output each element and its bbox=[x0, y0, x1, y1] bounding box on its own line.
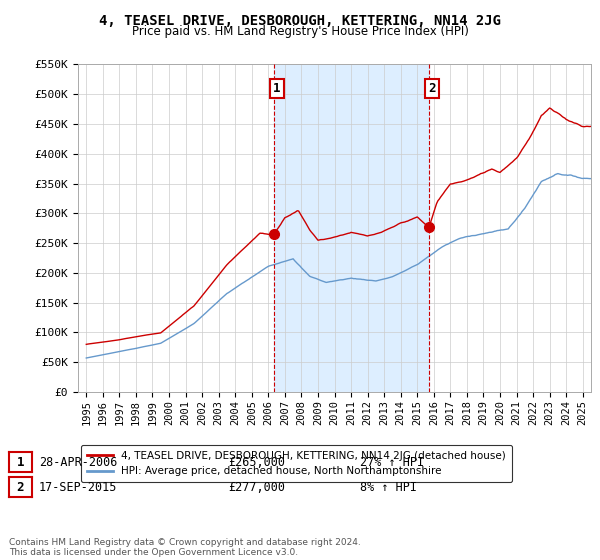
Text: 17-SEP-2015: 17-SEP-2015 bbox=[39, 480, 118, 494]
Text: 2: 2 bbox=[428, 82, 436, 95]
Text: 1: 1 bbox=[17, 455, 24, 469]
Text: Contains HM Land Registry data © Crown copyright and database right 2024.
This d: Contains HM Land Registry data © Crown c… bbox=[9, 538, 361, 557]
Text: 27% ↑ HPI: 27% ↑ HPI bbox=[360, 455, 424, 469]
Text: 2: 2 bbox=[17, 480, 24, 494]
Text: Price paid vs. HM Land Registry's House Price Index (HPI): Price paid vs. HM Land Registry's House … bbox=[131, 25, 469, 38]
Legend: 4, TEASEL DRIVE, DESBOROUGH, KETTERING, NN14 2JG (detached house), HPI: Average : 4, TEASEL DRIVE, DESBOROUGH, KETTERING, … bbox=[80, 445, 512, 482]
Text: 4, TEASEL DRIVE, DESBOROUGH, KETTERING, NN14 2JG: 4, TEASEL DRIVE, DESBOROUGH, KETTERING, … bbox=[99, 14, 501, 28]
Bar bbox=[274, 64, 429, 392]
Text: 28-APR-2006: 28-APR-2006 bbox=[39, 455, 118, 469]
Text: 8% ↑ HPI: 8% ↑ HPI bbox=[360, 480, 417, 494]
Text: 1: 1 bbox=[273, 82, 281, 95]
Text: £277,000: £277,000 bbox=[228, 480, 285, 494]
Text: £265,000: £265,000 bbox=[228, 455, 285, 469]
